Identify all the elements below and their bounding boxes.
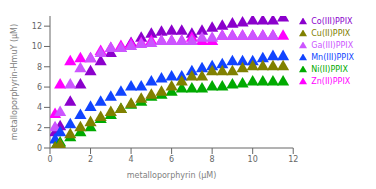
svg-text:4: 4 bbox=[37, 103, 42, 112]
svg-text:10: 10 bbox=[248, 155, 258, 164]
svg-text:0: 0 bbox=[47, 155, 52, 164]
svg-text:12: 12 bbox=[288, 155, 298, 164]
svg-text:10: 10 bbox=[32, 42, 42, 51]
html-text:Ni(II)PPIX: Ni(II)PPIX bbox=[311, 65, 348, 74]
svg-text:metalloporphyrin (μM): metalloporphyrin (μM) bbox=[127, 171, 217, 180]
svg-text:8: 8 bbox=[37, 63, 42, 72]
svg-text:12: 12 bbox=[32, 22, 42, 31]
html-text:Co(III)PPIX: Co(III)PPIX bbox=[311, 17, 353, 26]
html-text:Cu(II)PPIX: Cu(II)PPIX bbox=[311, 29, 351, 38]
html-text:Zn(II)PPIX: Zn(II)PPIX bbox=[311, 77, 351, 86]
svg-text:6: 6 bbox=[169, 155, 174, 164]
svg-text:4: 4 bbox=[129, 155, 134, 164]
html-text:Mn(III)PPIX: Mn(III)PPIX bbox=[311, 53, 354, 62]
svg-text:0: 0 bbox=[37, 144, 42, 153]
html-text:Ga(III)PPIX: Ga(III)PPIX bbox=[311, 41, 354, 50]
svg-text:2: 2 bbox=[88, 155, 93, 164]
svg-text:metalloporphyrin-HmuY (μM): metalloporphyrin-HmuY (μM) bbox=[10, 24, 19, 140]
svg-text:2: 2 bbox=[37, 124, 42, 133]
svg-text:6: 6 bbox=[37, 83, 42, 92]
svg-text:8: 8 bbox=[210, 155, 215, 164]
